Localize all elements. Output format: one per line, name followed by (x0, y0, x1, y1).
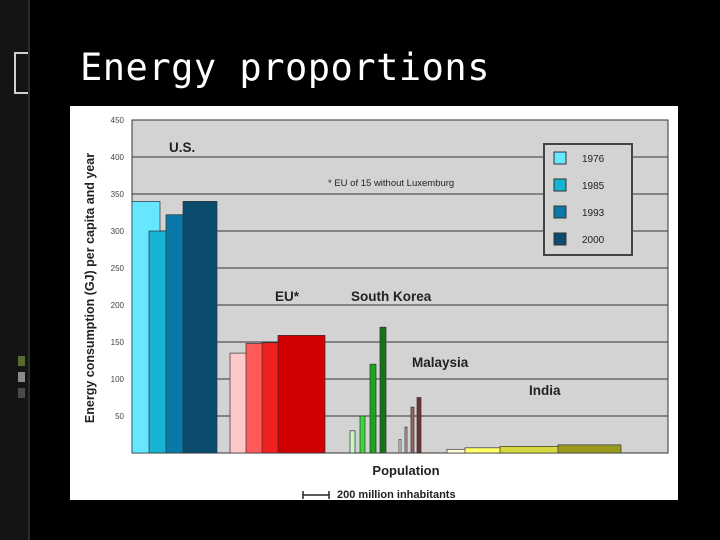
decor-square-3 (18, 388, 25, 398)
y-tick-label: 150 (111, 338, 125, 347)
bar (398, 439, 402, 454)
bar (182, 201, 218, 454)
country-label: U.S. (169, 140, 195, 155)
legend-swatch (553, 232, 567, 246)
legend-swatch (553, 178, 567, 192)
decor-square-1 (18, 356, 25, 366)
scale-bar-label: 200 million inhabitants (337, 489, 456, 500)
bar-group (446, 444, 622, 454)
bar-groups (131, 201, 622, 454)
legend-swatch (553, 205, 567, 219)
energy-chart: 50 100 150 200 250 300 350 400 450 U.S. EU* South … (83, 116, 669, 501)
bar (416, 397, 422, 454)
country-label: South Korea (351, 289, 432, 304)
legend: 1976 1985 1993 2000 (543, 143, 633, 256)
legend-label: 1993 (582, 208, 605, 219)
legend-swatch (553, 151, 567, 165)
scale-bar (302, 491, 330, 499)
legend-label: 1976 (582, 154, 605, 165)
bar (359, 415, 366, 454)
y-tick-label: 50 (115, 412, 124, 421)
legend-label: 1985 (582, 181, 605, 192)
decor-bracket-top (14, 52, 28, 94)
bar-group (349, 326, 387, 454)
y-tick-labels: 50 100 150 200 250 300 350 400 450 (111, 116, 125, 421)
y-tick-label: 100 (111, 375, 125, 384)
slide-title: Energy proportions (80, 46, 490, 89)
bar (410, 406, 415, 454)
country-label: India (529, 383, 561, 398)
bar (349, 430, 356, 454)
y-tick-label: 300 (111, 227, 125, 236)
bar-group (229, 334, 326, 454)
y-tick-label: 200 (111, 301, 125, 310)
bar-group (398, 397, 422, 454)
legend-label: 2000 (582, 235, 605, 246)
y-tick-label: 450 (111, 116, 125, 125)
footnote: * EU of 15 without Luxemburg (328, 178, 454, 189)
bar-group (131, 201, 218, 454)
y-tick-label: 350 (111, 190, 125, 199)
bar (369, 363, 377, 454)
country-label: Malaysia (412, 355, 469, 370)
left-decor-rule (28, 0, 30, 540)
decor-square-2 (18, 372, 25, 382)
bar (379, 326, 387, 454)
country-label: EU* (275, 289, 300, 304)
country-labels: U.S. EU* South Korea Malaysia India (169, 140, 561, 398)
chart-card: 50 100 150 200 250 300 350 400 450 U.S. EU* South … (70, 106, 678, 501)
y-tick-label: 400 (111, 153, 125, 162)
bar (404, 426, 408, 454)
y-axis-label: Energy consumption (GJ) per capita and y… (83, 153, 97, 423)
x-axis-label: Population (372, 463, 439, 478)
bar (557, 444, 622, 454)
bar (277, 334, 326, 454)
y-tick-label: 250 (111, 264, 125, 273)
